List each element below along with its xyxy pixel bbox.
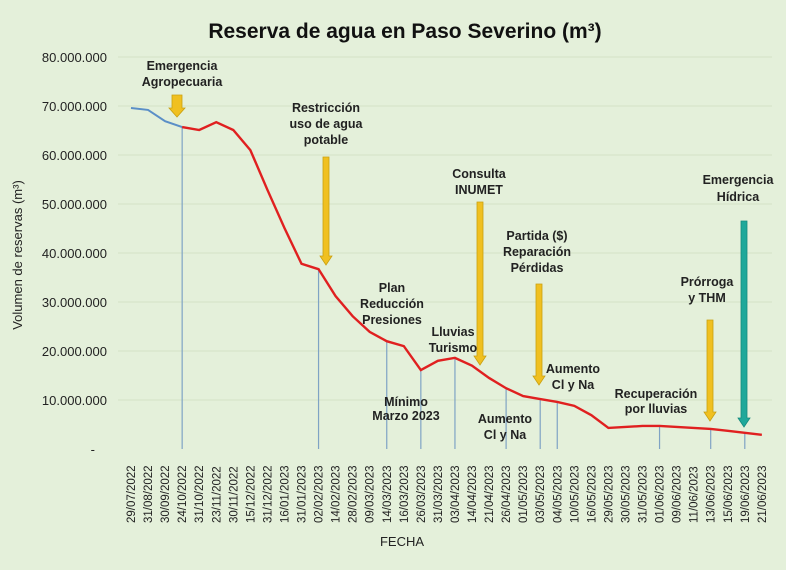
x-tick-label: 04/05/2023 bbox=[552, 465, 564, 523]
annotation-label: Lluvias bbox=[431, 325, 474, 339]
x-tick-label: 30/05/2023 bbox=[620, 465, 632, 523]
x-tick-label: 02/02/2023 bbox=[314, 465, 326, 523]
annotation-label: y THM bbox=[688, 291, 726, 305]
annotation-label: Reducción bbox=[360, 297, 424, 311]
y-axis-label: Volumen de reservas (m³) bbox=[10, 180, 25, 330]
annotation-label: Pérdidas bbox=[511, 261, 564, 275]
annotation-label: Hídrica bbox=[717, 190, 760, 204]
annotation-label: Emergencia bbox=[703, 173, 775, 187]
x-tick-label: 14/03/2023 bbox=[382, 465, 394, 523]
x-tick-label: 15/06/2023 bbox=[723, 465, 735, 523]
x-tick-label: 26/03/2023 bbox=[416, 465, 428, 523]
annotation-label: Turismo bbox=[429, 341, 478, 355]
x-tick-label: 15/12/2022 bbox=[245, 465, 257, 523]
x-tick-label: 10/05/2023 bbox=[569, 465, 581, 523]
annotation-label: Agropecuaria bbox=[142, 75, 224, 89]
annotation-label: uso de agua bbox=[290, 117, 364, 131]
series-line-after bbox=[181, 120, 762, 436]
yellow-arrow-icon bbox=[532, 283, 546, 386]
chart-title: Reserva de agua en Paso Severino (m³) bbox=[208, 20, 601, 43]
y-tick-label: - bbox=[91, 442, 95, 457]
annotation-label: potable bbox=[304, 133, 348, 147]
y-tick-label: 80.000.000 bbox=[42, 50, 107, 65]
x-tick-label: 01/06/2023 bbox=[655, 465, 667, 523]
x-axis-label: FECHA bbox=[380, 534, 424, 549]
annotation-label: por lluvias bbox=[625, 402, 688, 416]
x-tick-label: 21/06/2023 bbox=[757, 465, 769, 523]
annotation-label: Cl y Na bbox=[484, 428, 527, 442]
y-tick-label: 70.000.000 bbox=[42, 99, 107, 114]
x-tick-label: 31/01/2023 bbox=[297, 465, 309, 523]
x-tick-label: 31/05/2023 bbox=[638, 465, 650, 523]
x-tick-label: 03/05/2023 bbox=[535, 465, 547, 523]
annotation-label: Reparación bbox=[503, 245, 571, 259]
x-tick-label: 01/05/2023 bbox=[518, 465, 530, 523]
annotation-label: Aumento bbox=[546, 362, 601, 376]
x-tick-label: 14/04/2023 bbox=[467, 465, 479, 523]
teal-arrow-icon bbox=[737, 220, 751, 428]
annotation-label: Restricción bbox=[292, 101, 360, 115]
x-tick-label: 30/11/2022 bbox=[228, 466, 240, 523]
x-tick-label: 14/02/2023 bbox=[331, 465, 343, 523]
x-tick-label: 28/02/2023 bbox=[348, 465, 360, 523]
x-tick-label: 21/04/2023 bbox=[484, 465, 496, 523]
x-tick-label: 03/04/2023 bbox=[450, 465, 462, 523]
x-tick-label: 31/10/2022 bbox=[194, 465, 206, 523]
annotation-label: INUMET bbox=[455, 183, 503, 197]
x-tick-label: 11/06/2023 bbox=[689, 466, 701, 523]
y-tick-label: 60.000.000 bbox=[42, 148, 107, 163]
annotation-label: Consulta bbox=[452, 167, 507, 181]
annotation-label: Marzo 2023 bbox=[372, 409, 439, 423]
yellow-arrow-icon bbox=[168, 94, 186, 118]
yellow-arrow-icon bbox=[319, 156, 333, 266]
x-tick-label: 24/10/2022 bbox=[177, 465, 189, 523]
x-tick-label: 09/03/2023 bbox=[365, 465, 377, 523]
x-tick-label: 29/05/2023 bbox=[603, 465, 615, 523]
x-tick-label: 09/06/2023 bbox=[672, 465, 684, 523]
annotation-label: Plan bbox=[379, 281, 405, 295]
yellow-arrow-icon bbox=[473, 201, 487, 366]
x-tick-label: 31/08/2022 bbox=[143, 465, 155, 523]
x-tick-label: 13/06/2023 bbox=[706, 465, 718, 523]
x-tick-label: 16/01/2023 bbox=[279, 465, 291, 523]
y-tick-label: 40.000.000 bbox=[42, 246, 107, 261]
y-tick-label: 20.000.000 bbox=[42, 344, 107, 359]
yellow-arrow-icon bbox=[703, 319, 717, 422]
x-tick-label: 31/03/2023 bbox=[433, 465, 445, 523]
x-tick-label: 23/11/2022 bbox=[211, 466, 223, 523]
annotation-label: Presiones bbox=[362, 313, 422, 327]
x-tick-label: 29/07/2022 bbox=[126, 465, 138, 523]
annotation-label: Aumento bbox=[478, 412, 533, 426]
annotation-label: Emergencia bbox=[147, 59, 219, 73]
annotation-label: Partida ($) bbox=[506, 229, 567, 243]
annotation-label: Cl y Na bbox=[552, 378, 595, 392]
annotation-label: Prórroga bbox=[681, 275, 735, 289]
x-tick-label: 19/06/2023 bbox=[740, 465, 752, 523]
annotation-label: Recuperación bbox=[615, 387, 698, 401]
x-tick-label: 16/03/2023 bbox=[399, 465, 411, 523]
y-tick-label: 10.000.000 bbox=[42, 393, 107, 408]
x-tick-label: 31/12/2022 bbox=[262, 465, 274, 523]
x-tick-label: 26/04/2023 bbox=[501, 465, 513, 523]
y-tick-label: 30.000.000 bbox=[42, 295, 107, 310]
annotation-label: Mínimo bbox=[384, 395, 428, 409]
y-tick-label: 50.000.000 bbox=[42, 197, 107, 212]
x-tick-label: 16/05/2023 bbox=[586, 465, 598, 523]
x-tick-label: 30/09/2022 bbox=[160, 465, 172, 523]
series-line-before bbox=[130, 106, 183, 129]
